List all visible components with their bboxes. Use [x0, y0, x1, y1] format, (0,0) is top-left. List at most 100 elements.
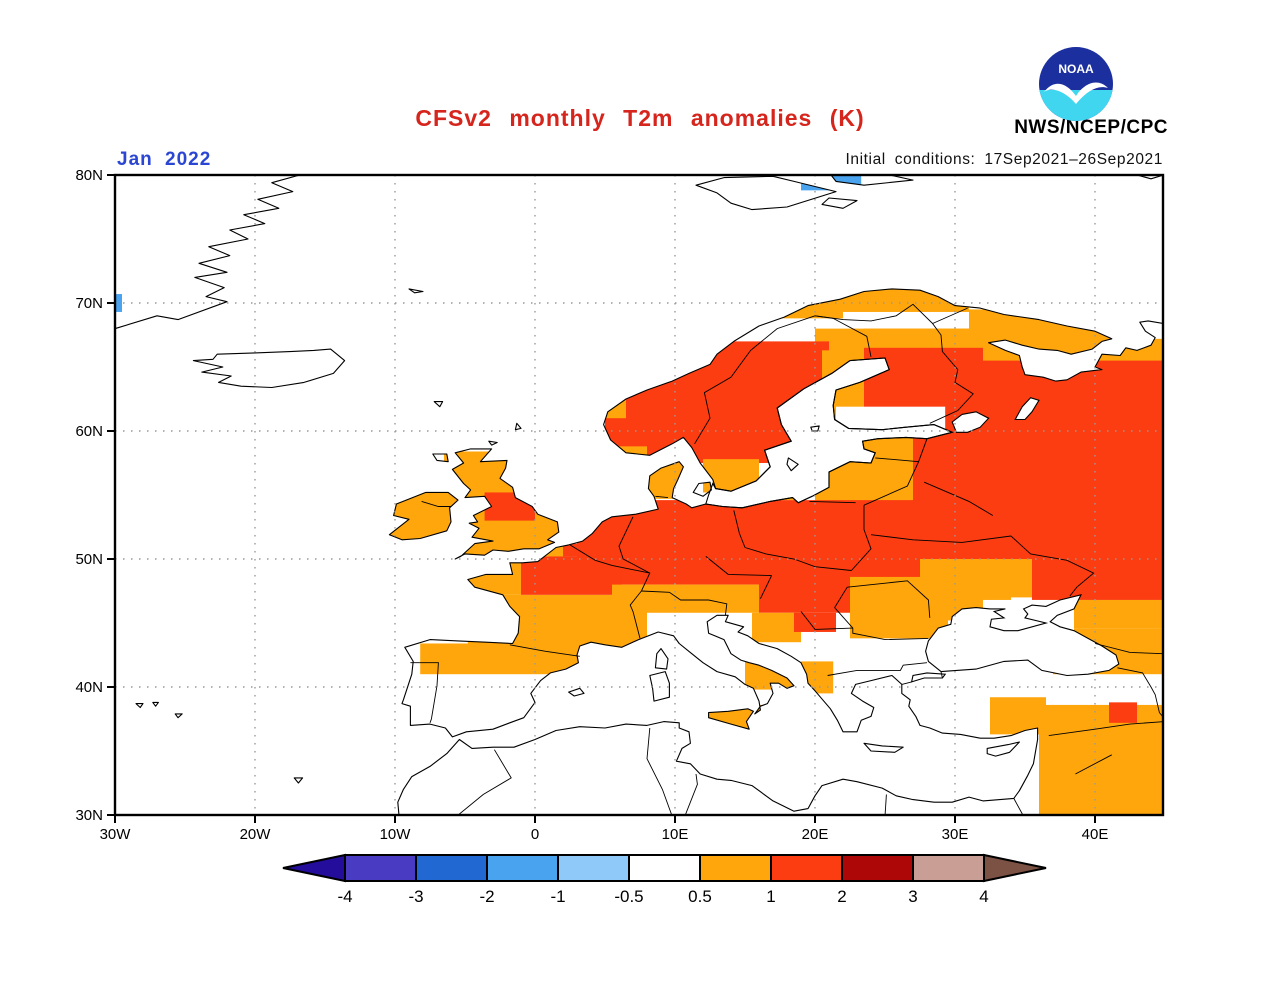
lake: [1014, 397, 1040, 421]
country-border: [870, 534, 1012, 543]
anomaly-cell: [864, 328, 969, 348]
coastline: [135, 703, 144, 709]
colorbar-tick-label: 0.5: [688, 887, 712, 906]
coastline: [397, 288, 1163, 815]
country-border: [655, 495, 669, 499]
axis-tick-label: 0: [531, 826, 539, 843]
country-border: [618, 516, 651, 592]
chart-title: CFSv2 monthly T2m anomalies (K): [415, 105, 865, 131]
colorbar-segment: [415, 854, 488, 882]
colorbar-tick-label: 4: [979, 887, 988, 906]
country-border: [1048, 721, 1163, 737]
coastline: [654, 648, 669, 670]
country-border: [940, 671, 943, 679]
country-border: [814, 303, 933, 324]
axes: 30W 20W 10W 0 10E 20E 30E 40E 80N 70N 60N 50N 40N 30N: [75, 167, 1108, 843]
country-border: [569, 544, 650, 574]
colorbar-tick-label: -0.5: [614, 887, 643, 906]
anomaly-cell: [759, 576, 850, 613]
colorbar-tick-label: 1: [766, 887, 775, 906]
country-borders: [410, 303, 1163, 815]
country-border: [421, 500, 451, 507]
country-border: [1010, 535, 1095, 597]
coastline: [786, 457, 799, 472]
colorbar-segment: [770, 854, 843, 882]
axis-tick-label: 80N: [75, 167, 103, 184]
lake: [910, 672, 947, 683]
colorbar-segment: [699, 854, 772, 882]
country-border: [929, 307, 974, 424]
anomaly-cell: [484, 492, 535, 521]
anomaly-cell: [707, 704, 764, 732]
noaa-logo-text: NOAA: [1058, 62, 1094, 76]
lake: [951, 411, 990, 433]
colorbar-tick-label: -2: [479, 887, 494, 906]
country-border: [809, 500, 856, 504]
anomaly-cell: [647, 457, 692, 499]
anomaly-cells: [115, 175, 1163, 815]
anomaly-cell: [420, 643, 580, 675]
country-border: [901, 681, 912, 685]
country-border: [641, 590, 728, 616]
anomaly-cell: [752, 612, 801, 643]
axis-tick-label: 50N: [75, 551, 103, 568]
country-border: [884, 794, 887, 815]
lake: [925, 593, 1120, 677]
colorbar-arrow-left: [282, 853, 346, 883]
coastline: [192, 348, 346, 389]
anomaly-cell: [801, 661, 834, 694]
coastline: [514, 422, 522, 431]
coastline: [432, 453, 449, 463]
coastline: [1136, 175, 1163, 180]
anomaly-cell: [1032, 559, 1163, 600]
anomaly-cell: [850, 576, 948, 639]
map-frame: [113, 173, 1165, 817]
coastline: [451, 448, 560, 560]
country-border: [1094, 643, 1163, 655]
country-border: [1075, 754, 1113, 775]
country-border: [924, 481, 994, 516]
anomaly-cell: [1109, 702, 1137, 723]
colorbar-tick-label: -3: [408, 887, 423, 906]
coastline: [174, 713, 183, 719]
coastline: [649, 671, 670, 702]
graticule: [115, 175, 1163, 815]
country-border: [744, 547, 852, 571]
coastline: [863, 742, 904, 753]
coastline: [830, 175, 914, 186]
colorbar-segment: [557, 854, 630, 882]
country-border: [875, 457, 919, 463]
anomaly-cell: [612, 584, 759, 613]
coastline: [388, 491, 459, 541]
country-border: [733, 510, 746, 548]
country-border: [851, 505, 872, 571]
axis-tick-label: 70N: [75, 295, 103, 312]
noaa-logo: NOAA: [1039, 47, 1113, 121]
colorbar: -4 -3 -2 -1 -0.5 0.5 1 2 3 4: [282, 853, 1047, 906]
axis-tick-label: 10W: [380, 826, 412, 843]
country-border: [759, 575, 773, 599]
map-layers: [115, 175, 1163, 815]
axis-tick-label: 10E: [662, 826, 689, 843]
colorbar-tick-label: 2: [837, 887, 846, 906]
country-border: [863, 438, 928, 506]
country-border: [800, 611, 853, 630]
anomaly-cell: [752, 286, 843, 319]
colorbar-segment: [486, 854, 559, 882]
country-border: [694, 315, 816, 445]
colorbar-tick-label: -4: [337, 887, 352, 906]
coastline: [152, 701, 159, 707]
anomaly-cell: [467, 556, 521, 595]
country-border: [410, 662, 439, 723]
axis-tick-label: 30N: [75, 807, 103, 824]
coastline: [488, 440, 498, 446]
forecast-month-label: Jan 2022: [117, 149, 212, 170]
coastline: [708, 708, 754, 730]
axis-tick-label: 40N: [75, 679, 103, 696]
colorbar-arrow-right: [983, 853, 1047, 883]
axis-tick-label: 60N: [75, 423, 103, 440]
noaa-logo-wave: [1039, 90, 1113, 121]
country-border: [705, 556, 772, 577]
colorbar-segment: [344, 854, 417, 882]
